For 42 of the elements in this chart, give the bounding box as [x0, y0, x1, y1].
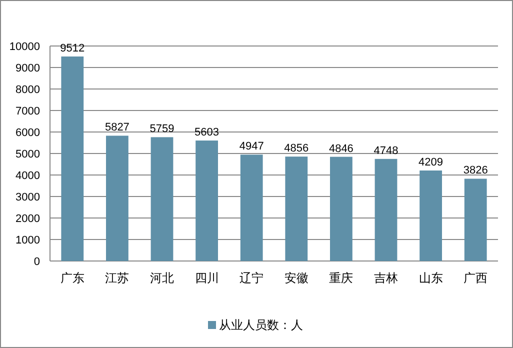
y-tick-label: 2000 [16, 212, 40, 225]
data-label: 5827 [104, 122, 130, 134]
bar [61, 56, 84, 261]
x-tick-label: 山东 [418, 271, 443, 285]
y-tick-label: 6000 [16, 126, 40, 139]
x-tick-label: 辽宁 [240, 271, 264, 285]
bar [420, 170, 442, 261]
data-label: 4947 [239, 140, 264, 153]
bar [330, 156, 352, 261]
bar [240, 154, 263, 261]
legend-label: 从业人员数：人 [219, 318, 303, 332]
bar [106, 136, 128, 261]
data-label: 4856 [284, 142, 309, 155]
y-tick-label: 1000 [16, 234, 40, 246]
y-tick-label: 7000 [16, 105, 40, 118]
data-label: 4846 [328, 142, 354, 155]
data-label: 4209 [418, 156, 444, 169]
x-tick-label: 安徽 [284, 271, 308, 285]
y-tick-label: 4000 [16, 170, 40, 182]
data-label: 3826 [463, 164, 488, 177]
y-tick-label: 5000 [16, 148, 40, 160]
x-tick-label: 广西 [464, 271, 488, 285]
bar [374, 158, 398, 261]
bar [150, 137, 174, 261]
data-label: 5603 [194, 126, 220, 139]
x-tick-label: 吉林 [374, 271, 398, 285]
x-tick-label: 河北 [150, 271, 174, 285]
y-tick-label: 9000 [16, 62, 40, 74]
y-tick-label: 0 [34, 256, 40, 268]
y-tick-label: 8000 [16, 84, 40, 96]
bar [196, 140, 218, 261]
y-tick-label: 10000 [9, 40, 40, 53]
data-label: 5759 [150, 123, 174, 136]
data-label: 4748 [374, 144, 398, 157]
y-tick-label: 3000 [16, 191, 40, 204]
data-label: 9512 [60, 42, 85, 54]
x-tick-label: 江苏 [105, 271, 130, 285]
x-tick-label: 四川 [194, 271, 219, 285]
x-tick-label: 广东 [60, 271, 84, 285]
bar [285, 156, 308, 261]
bar [464, 178, 487, 261]
x-tick-label: 重庆 [329, 271, 354, 285]
